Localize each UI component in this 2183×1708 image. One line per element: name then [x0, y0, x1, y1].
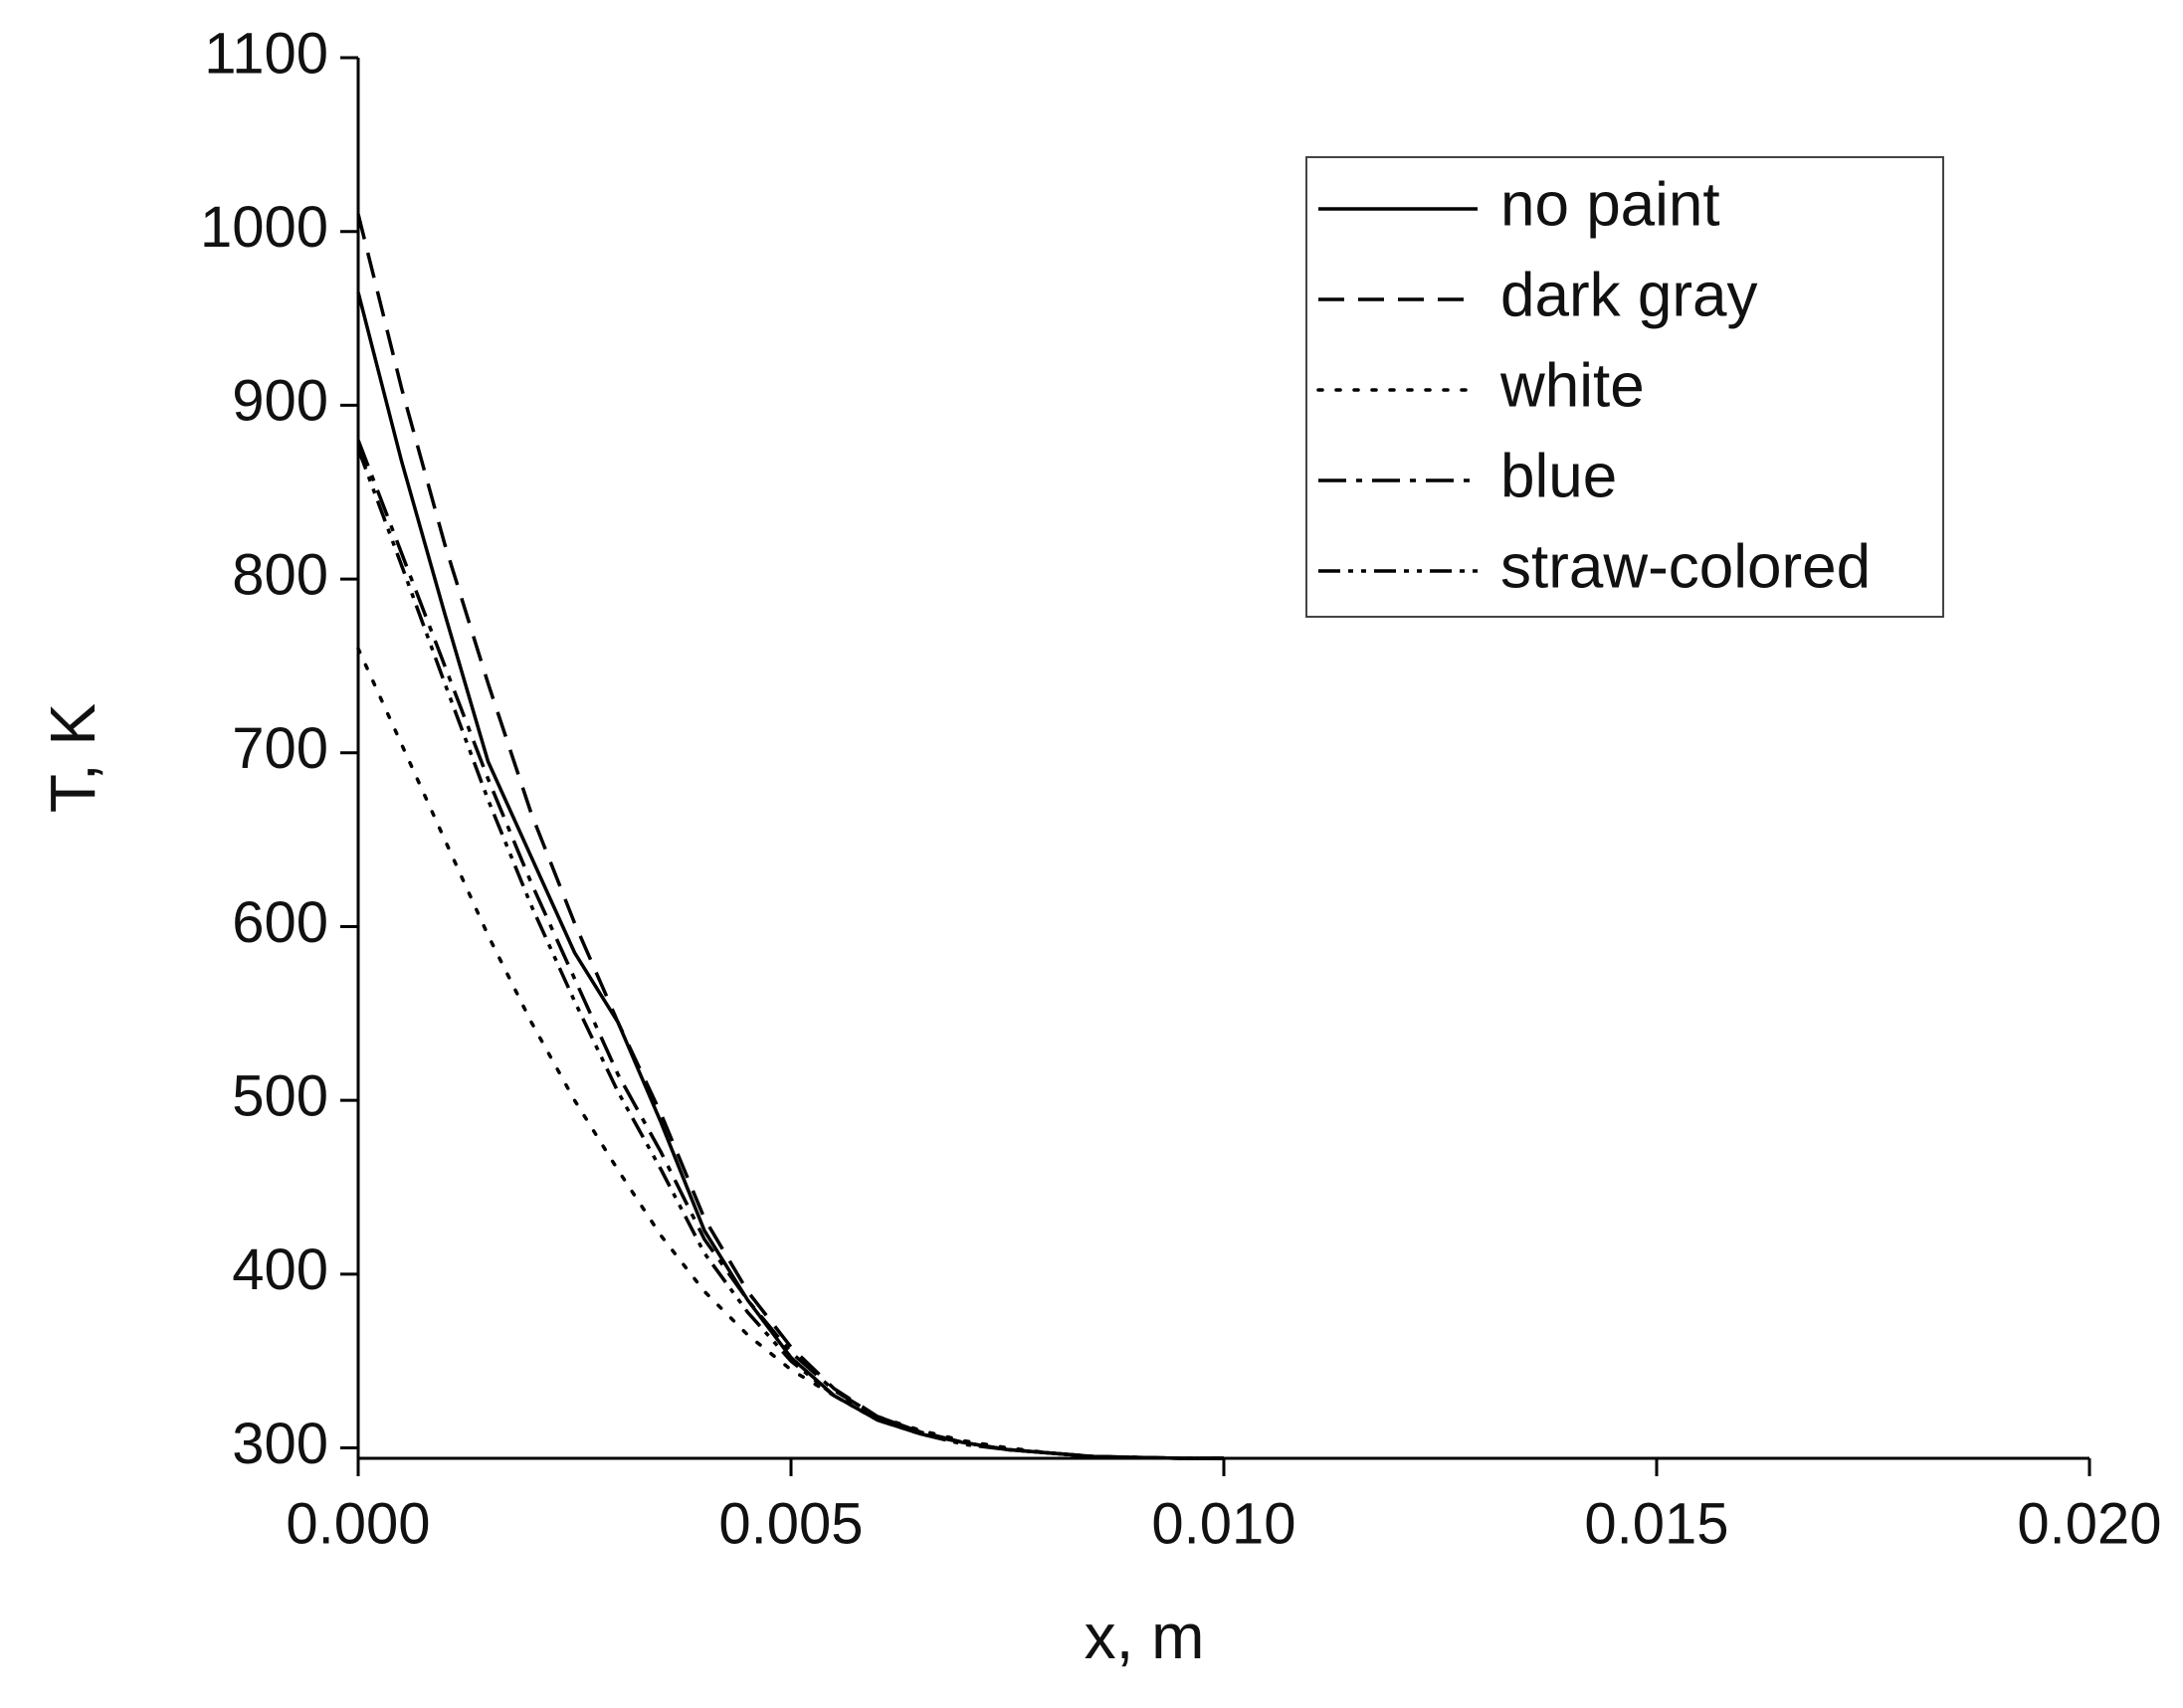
- y-tick-label: 1100: [204, 21, 328, 86]
- legend: no paint dark gray white blue straw-colored: [1305, 156, 1944, 618]
- legend-label: white: [1499, 351, 1645, 420]
- y-tick-label: 800: [232, 542, 328, 607]
- x-tick-label: 0.015: [1584, 1491, 1728, 1556]
- y-tick-label: 300: [232, 1412, 328, 1476]
- y-tick-label: 1000: [200, 195, 328, 260]
- x-tick-label: 0.000: [286, 1491, 430, 1556]
- line-series: [356, 213, 1224, 1460]
- y-tick-label: 500: [232, 1063, 328, 1128]
- legend-label: blue: [1500, 442, 1617, 510]
- y-tick-label: 400: [232, 1237, 328, 1302]
- legend-box: [1305, 156, 1944, 618]
- line-series: [356, 448, 1224, 1460]
- y-tick-label: 700: [232, 716, 328, 781]
- x-tick-label: 0.005: [718, 1491, 863, 1556]
- y-axis-title: T, K: [37, 703, 108, 813]
- x-tick-label: 0.020: [2017, 1491, 2161, 1556]
- y-tick-label: 600: [232, 890, 328, 955]
- y-tick-label: 900: [232, 369, 328, 434]
- legend-label: dark gray: [1500, 261, 1757, 329]
- x-tick-label: 0.010: [1151, 1491, 1295, 1556]
- x-axis-title: x, m: [1085, 1601, 1205, 1672]
- legend-label: no paint: [1500, 170, 1720, 239]
- legend-label: straw-colored: [1500, 532, 1871, 601]
